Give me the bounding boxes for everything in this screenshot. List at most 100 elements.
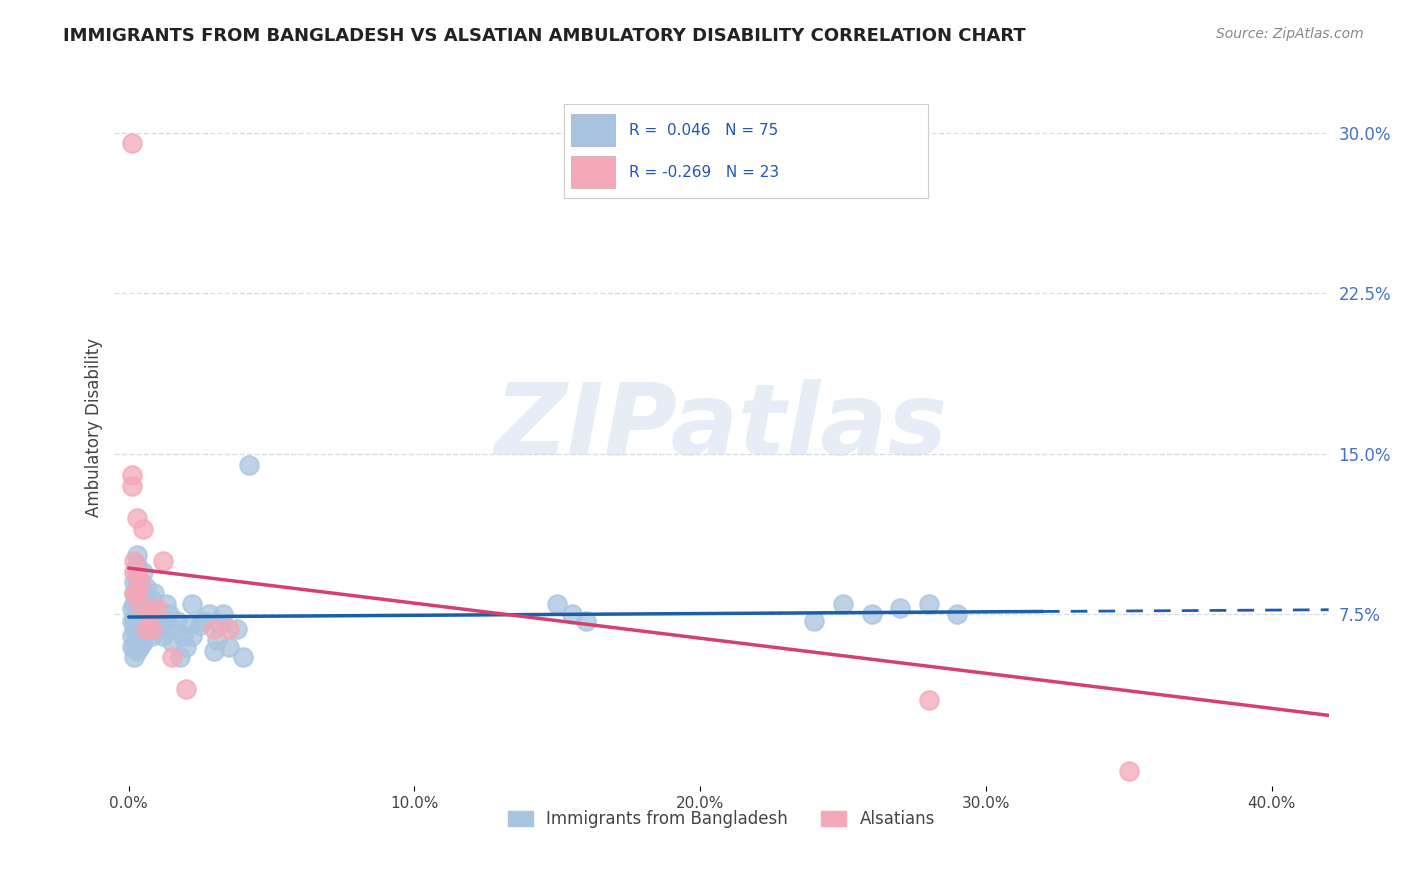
Point [180, 597, 202, 611]
Point [127, 583, 149, 598]
Point [124, 623, 146, 637]
Point [135, 607, 157, 622]
Point [146, 601, 169, 615]
Point [124, 612, 146, 626]
Point [141, 629, 163, 643]
Point [124, 597, 146, 611]
Point [121, 640, 143, 654]
Point [149, 618, 172, 632]
Point [127, 629, 149, 643]
Point [121, 601, 143, 615]
Point [946, 607, 969, 622]
Point [132, 635, 155, 649]
Text: IMMIGRANTS FROM BANGLADESH VS ALSATIAN AMBULATORY DISABILITY CORRELATION CHART: IMMIGRANTS FROM BANGLADESH VS ALSATIAN A… [63, 27, 1026, 45]
Point [180, 629, 202, 643]
Point [129, 597, 152, 611]
Point [212, 607, 235, 622]
Point [238, 458, 260, 472]
Point [218, 623, 240, 637]
Y-axis label: Ambulatory Disability: Ambulatory Disability [86, 337, 103, 516]
Point [129, 575, 152, 590]
Point [127, 614, 149, 628]
Point [546, 597, 568, 611]
Point [232, 650, 254, 665]
Point [121, 479, 143, 493]
Point [191, 614, 214, 628]
Text: ZIPatlas: ZIPatlas [495, 378, 948, 475]
Point [121, 136, 143, 151]
Point [129, 597, 152, 611]
Point [207, 633, 229, 648]
Point [202, 644, 225, 658]
Point [918, 597, 941, 611]
Point [157, 607, 180, 622]
Point [129, 607, 152, 622]
Point [124, 586, 146, 600]
Text: Source: ZipAtlas.com: Source: ZipAtlas.com [1216, 27, 1364, 41]
Point [143, 586, 166, 600]
Point [152, 629, 174, 643]
Point [129, 618, 152, 632]
Point [1118, 764, 1140, 778]
Point [202, 623, 225, 637]
Legend: Immigrants from Bangladesh, Alsatians: Immigrants from Bangladesh, Alsatians [502, 804, 942, 835]
Point [127, 597, 149, 611]
Point [129, 575, 152, 590]
Point [127, 644, 149, 658]
Point [132, 597, 155, 611]
Point [155, 597, 177, 611]
Point [127, 511, 149, 525]
Point [177, 618, 200, 632]
Point [127, 571, 149, 585]
Point [135, 623, 157, 637]
Point [124, 650, 146, 665]
Point [135, 580, 157, 594]
Point [135, 623, 157, 637]
Point [575, 614, 598, 628]
Point [121, 614, 143, 628]
Point [160, 650, 183, 665]
Point [124, 575, 146, 590]
Point [121, 468, 143, 483]
Point [918, 693, 941, 707]
Point [197, 607, 219, 622]
Point [124, 640, 146, 654]
Point [163, 623, 186, 637]
Point [174, 682, 197, 697]
Point [132, 623, 155, 637]
Point [124, 554, 146, 568]
Point [889, 601, 911, 615]
Point [172, 629, 194, 643]
Point [803, 614, 825, 628]
Point [127, 548, 149, 562]
Point [127, 558, 149, 573]
Point [141, 623, 163, 637]
Point [218, 640, 240, 654]
Point [160, 635, 183, 649]
Point [143, 614, 166, 628]
Point [226, 623, 249, 637]
Point [129, 640, 152, 654]
Point [127, 565, 149, 579]
Point [141, 592, 163, 607]
Point [166, 614, 188, 628]
Point [132, 609, 155, 624]
Point [188, 618, 211, 632]
Point [832, 597, 855, 611]
Point [209, 618, 232, 632]
Point [152, 554, 174, 568]
Point [560, 607, 582, 622]
Point [127, 586, 149, 600]
Point [138, 601, 160, 615]
Point [135, 592, 157, 607]
Point [146, 623, 169, 637]
Point [121, 629, 143, 643]
Point [124, 565, 146, 579]
Point [138, 618, 160, 632]
Point [155, 614, 177, 628]
Point [124, 586, 146, 600]
Point [132, 522, 155, 536]
Point [174, 640, 197, 654]
Point [169, 650, 191, 665]
Point [138, 607, 160, 622]
